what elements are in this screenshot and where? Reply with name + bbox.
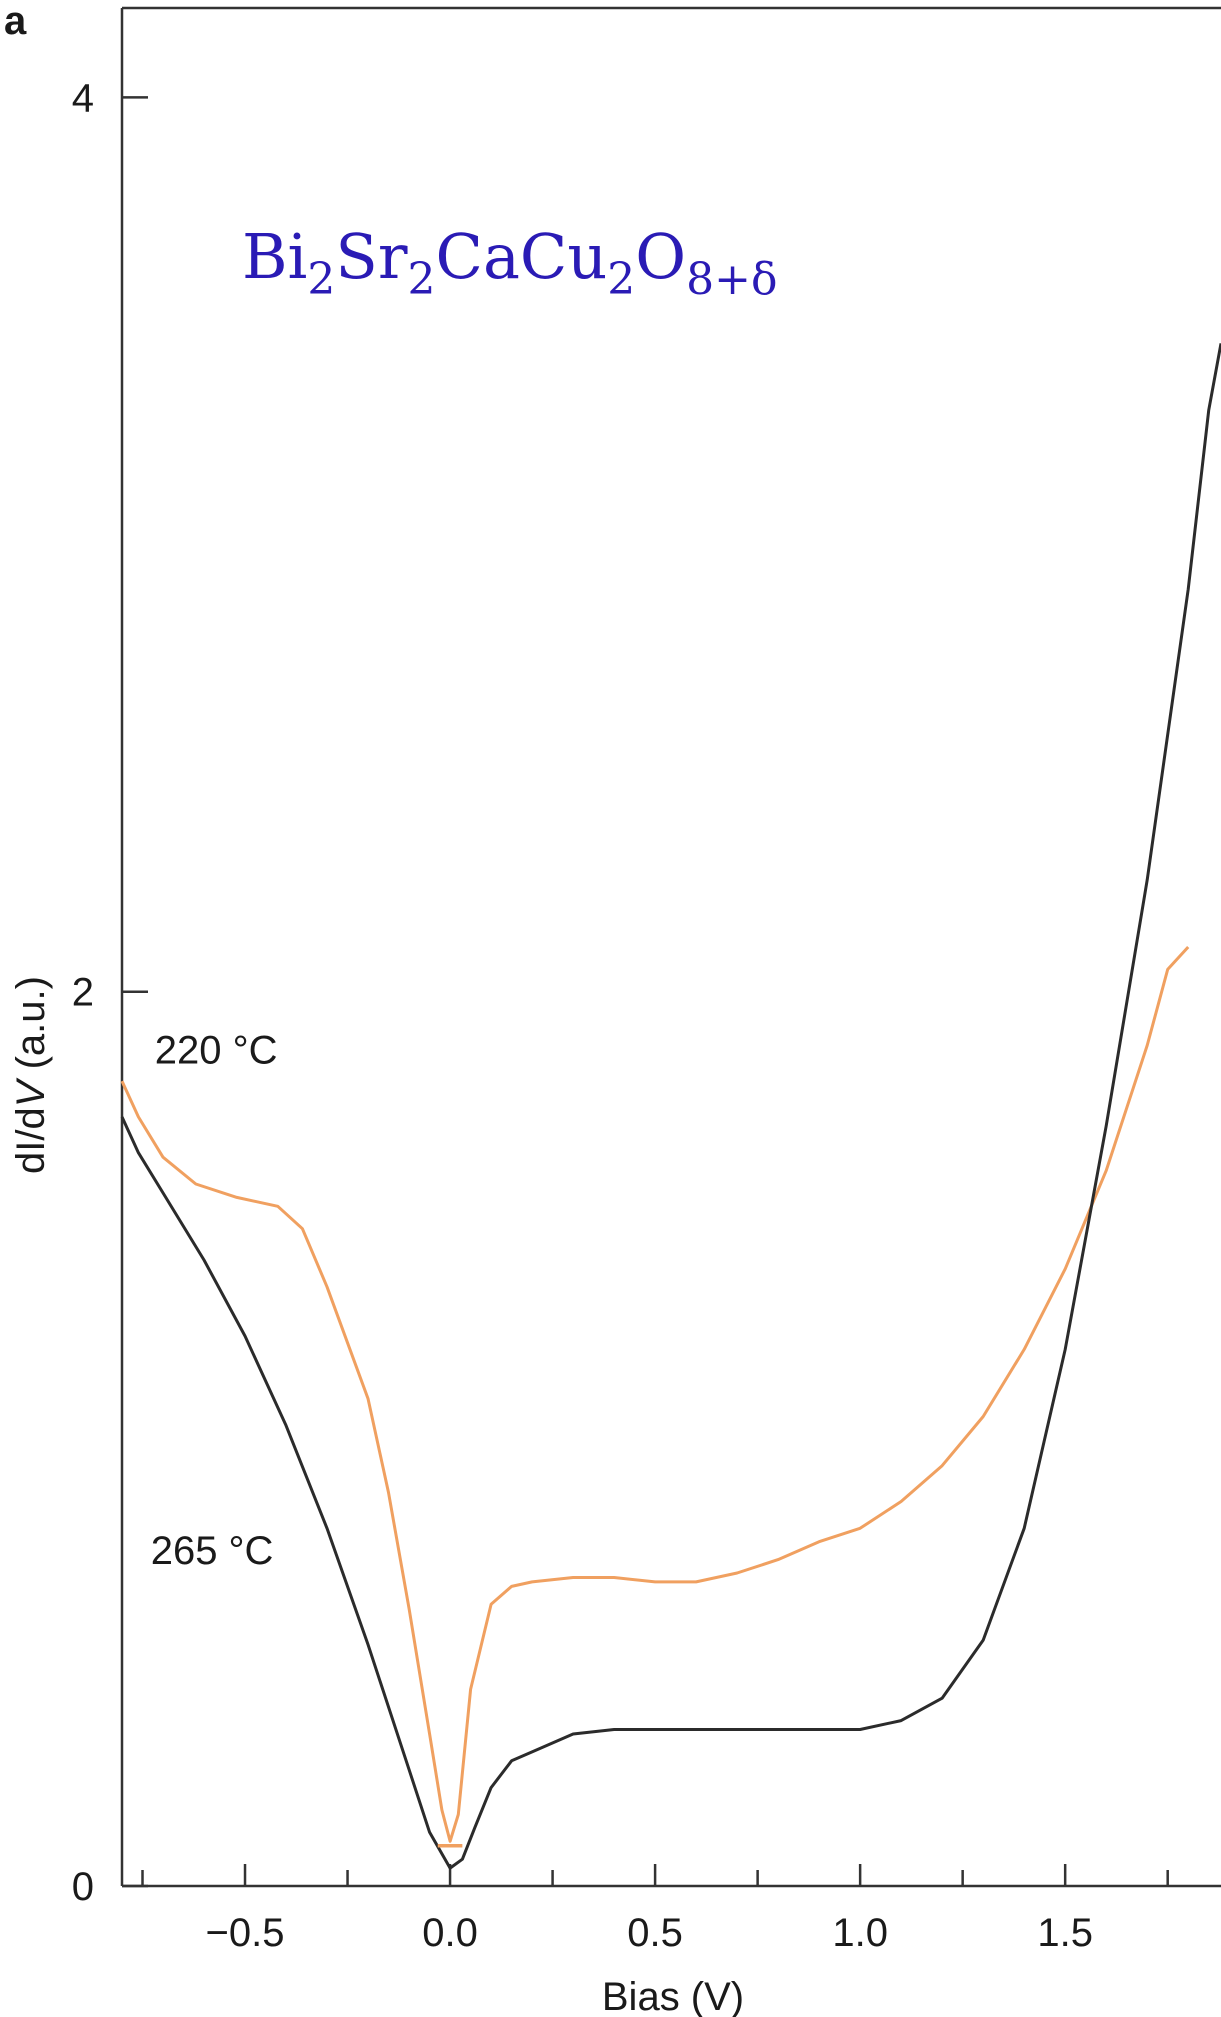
x-tick-label: −0.5 (206, 1911, 285, 1955)
chemical-formula-annotation: Bi2Sr2CaCu2O8+δ (242, 220, 778, 305)
formula-subscript: 8+δ (686, 254, 777, 305)
y-tick-label: 4 (72, 76, 94, 120)
x-tick-label: 1.0 (832, 1911, 888, 1955)
y-axis-label-part: (a.u.) (9, 976, 53, 1080)
y-tick-label: 0 (72, 1865, 94, 1909)
y-axis-label-part: dI/d (9, 1107, 53, 1174)
x-tick-label: 1.5 (1037, 1911, 1093, 1955)
formula-element: Bi (242, 220, 307, 293)
series-labels: 220 °C 265 °C (151, 1028, 278, 1573)
formula-element: CaCu (436, 220, 608, 293)
x-tick-label: 0.5 (627, 1911, 683, 1955)
axes: −0.5 0.0 0.5 1.0 1.5 0 2 4 (72, 6, 1221, 1955)
series-label: 220 °C (155, 1028, 278, 1072)
formula-subscript: 2 (307, 254, 335, 305)
data-series (120, 343, 1221, 1870)
y-axis-label: dI/dV (a.u.) (9, 976, 53, 1174)
series-line-1 (120, 343, 1221, 1870)
x-tick-label: 0.0 (422, 1911, 478, 1955)
formula-element: O (635, 220, 686, 293)
y-axis-label-part: V (9, 1077, 53, 1107)
panel-label: a (4, 0, 27, 43)
formula-subscript: 2 (607, 254, 635, 305)
formula-subscript: 2 (408, 254, 436, 305)
series-label: 265 °C (151, 1529, 274, 1573)
series-line-0 (120, 945, 1190, 1843)
formula-element: Sr (335, 220, 407, 293)
y-tick-label: 2 (72, 971, 94, 1015)
x-axis-label: Bias (V) (602, 1975, 744, 2017)
